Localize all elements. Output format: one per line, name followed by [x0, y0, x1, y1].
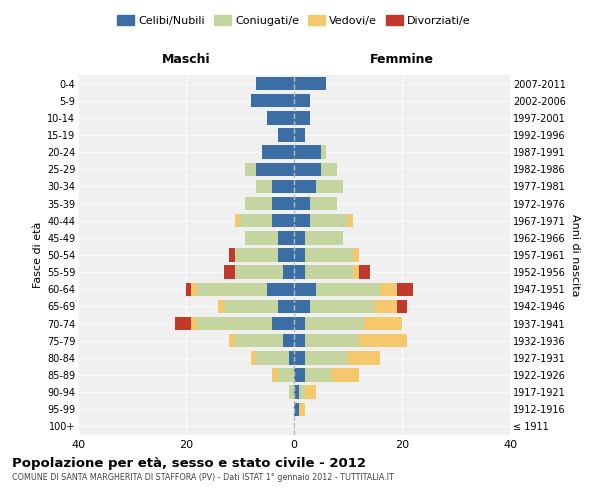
- Bar: [289, 386, 294, 399]
- Bar: [245, 231, 278, 244]
- Bar: [310, 214, 348, 228]
- Bar: [294, 282, 316, 296]
- Bar: [197, 282, 267, 296]
- Bar: [359, 334, 407, 347]
- Bar: [310, 300, 375, 313]
- Bar: [305, 351, 348, 364]
- Bar: [240, 214, 272, 228]
- Bar: [294, 368, 305, 382]
- Bar: [294, 402, 299, 416]
- Text: Popolazione per età, sesso e stato civile - 2012: Popolazione per età, sesso e stato civil…: [12, 458, 366, 470]
- Bar: [218, 300, 224, 313]
- Bar: [305, 386, 316, 399]
- Bar: [283, 334, 294, 347]
- Bar: [224, 300, 278, 313]
- Bar: [272, 317, 294, 330]
- Bar: [235, 248, 278, 262]
- Bar: [191, 282, 197, 296]
- Bar: [294, 146, 321, 159]
- Text: Femmine: Femmine: [370, 53, 434, 66]
- Bar: [305, 368, 332, 382]
- Bar: [235, 214, 240, 228]
- Bar: [256, 180, 272, 193]
- Bar: [272, 180, 294, 193]
- Bar: [229, 334, 235, 347]
- Bar: [332, 368, 359, 382]
- Bar: [245, 162, 256, 176]
- Text: Maschi: Maschi: [161, 53, 211, 66]
- Bar: [191, 317, 197, 330]
- Bar: [289, 351, 294, 364]
- Bar: [294, 386, 299, 399]
- Bar: [316, 180, 343, 193]
- Bar: [305, 248, 353, 262]
- Bar: [224, 266, 235, 279]
- Bar: [294, 317, 305, 330]
- Bar: [256, 351, 289, 364]
- Bar: [272, 197, 294, 210]
- Bar: [294, 77, 326, 90]
- Text: COMUNE DI SANTA MARGHERITA DI STAFFORA (PV) - Dati ISTAT 1° gennaio 2012 - TUTTI: COMUNE DI SANTA MARGHERITA DI STAFFORA (…: [12, 472, 394, 482]
- Bar: [235, 334, 283, 347]
- Bar: [305, 334, 359, 347]
- Bar: [359, 266, 370, 279]
- Bar: [278, 231, 294, 244]
- Bar: [294, 351, 305, 364]
- Bar: [348, 351, 380, 364]
- Bar: [316, 282, 380, 296]
- Bar: [294, 300, 310, 313]
- Bar: [235, 266, 283, 279]
- Bar: [305, 266, 353, 279]
- Y-axis label: Anni di nascita: Anni di nascita: [570, 214, 580, 296]
- Bar: [364, 317, 402, 330]
- Bar: [267, 282, 294, 296]
- Bar: [380, 282, 397, 296]
- Bar: [299, 386, 305, 399]
- Bar: [305, 317, 364, 330]
- Bar: [353, 248, 359, 262]
- Bar: [294, 180, 316, 193]
- Bar: [397, 300, 407, 313]
- Bar: [310, 197, 337, 210]
- Bar: [294, 214, 310, 228]
- Bar: [294, 162, 321, 176]
- Bar: [321, 162, 337, 176]
- Legend: Celibi/Nubili, Coniugati/e, Vedovi/e, Divorziati/e: Celibi/Nubili, Coniugati/e, Vedovi/e, Di…: [113, 10, 475, 30]
- Bar: [294, 231, 305, 244]
- Bar: [278, 128, 294, 141]
- Bar: [256, 162, 294, 176]
- Bar: [278, 300, 294, 313]
- Bar: [278, 368, 294, 382]
- Bar: [272, 368, 278, 382]
- Bar: [294, 94, 310, 108]
- Bar: [299, 402, 305, 416]
- Bar: [353, 266, 359, 279]
- Bar: [267, 111, 294, 124]
- Bar: [305, 231, 343, 244]
- Bar: [229, 248, 235, 262]
- Bar: [175, 317, 191, 330]
- Bar: [294, 248, 305, 262]
- Bar: [294, 266, 305, 279]
- Bar: [294, 334, 305, 347]
- Bar: [294, 197, 310, 210]
- Bar: [348, 214, 353, 228]
- Bar: [278, 248, 294, 262]
- Bar: [251, 351, 256, 364]
- Bar: [197, 317, 272, 330]
- Bar: [256, 77, 294, 90]
- Bar: [251, 94, 294, 108]
- Bar: [397, 282, 413, 296]
- Bar: [375, 300, 397, 313]
- Bar: [294, 128, 305, 141]
- Y-axis label: Fasce di età: Fasce di età: [32, 222, 43, 288]
- Bar: [283, 266, 294, 279]
- Bar: [294, 111, 310, 124]
- Bar: [272, 214, 294, 228]
- Bar: [186, 282, 191, 296]
- Bar: [245, 197, 272, 210]
- Bar: [262, 146, 294, 159]
- Bar: [321, 146, 326, 159]
